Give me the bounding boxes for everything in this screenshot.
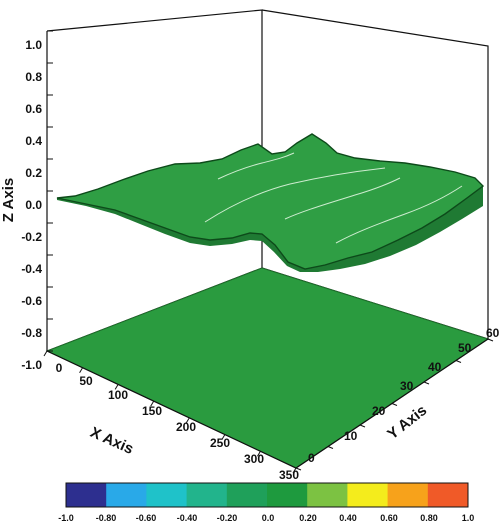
colorbar-tick-label: 1.0 [462, 513, 475, 523]
z-axis-label: Z Axis [0, 178, 17, 222]
colorbar-tick-label: 0.20 [299, 513, 317, 523]
z-tick-label: 0.0 [25, 198, 42, 212]
surface-top [56, 133, 485, 270]
x-tick-mark [43, 350, 48, 357]
surface-contours [204, 152, 463, 244]
z-tick-label: -1.0 [21, 358, 42, 372]
y-tick-label: 10 [344, 429, 358, 443]
colorbar-segment [427, 483, 469, 507]
colorbar-segment [66, 483, 107, 507]
colorbar-segment [267, 483, 308, 507]
colorbar-tick-label: -0.80 [96, 513, 117, 523]
x-tick-label: 150 [142, 404, 162, 418]
z-tick-label: 0.2 [25, 166, 42, 180]
colorbar-tick-label: 0.80 [420, 513, 438, 523]
colorbar-segment [387, 483, 429, 507]
y-tick-labels: 0 10 20 30 40 50 60 [308, 326, 500, 465]
y-tick-label: 40 [428, 360, 442, 374]
x-tick-label: 350 [279, 468, 299, 482]
y-tick-mark [391, 403, 398, 406]
z-tick-label: 0.8 [25, 70, 42, 84]
colorbar-tick-label: -0.40 [177, 513, 198, 523]
y-tick-label: 30 [400, 379, 414, 393]
x-tick-mark [114, 384, 119, 390]
colorbar-tick-label: -1.0 [58, 513, 74, 523]
y-tick-label: 20 [372, 404, 386, 418]
z-tick-label: -0.4 [21, 262, 42, 276]
z-tick-label: 0.4 [25, 134, 42, 148]
colorbar-segment [186, 483, 228, 507]
z-tick-label: 0.6 [25, 102, 42, 116]
y-tick-label: 60 [486, 326, 500, 340]
colorbar-frame [65, 482, 469, 508]
z-tick-label: -0.6 [21, 294, 42, 308]
x-tick-labels: 0 50 100 150 200 250 300 350 [56, 361, 300, 482]
y-tick-mark [327, 446, 334, 449]
x-tick-mark [185, 417, 190, 424]
colorbar-tick-labels: -1.0 -0.80 -0.60 -0.40 -0.20 0.0 0.20 0.… [58, 513, 474, 523]
z-tick-marks [47, 30, 53, 352]
y-tick-mark [423, 381, 430, 385]
z-tick-label: -0.2 [21, 230, 42, 244]
y-tick-mark [295, 467, 302, 471]
x-tick-marks [43, 350, 297, 474]
y-tick-mark [487, 338, 494, 342]
colorbar-tick-label: 0.60 [380, 513, 398, 523]
colorbar-tick-label: 0.40 [339, 513, 357, 523]
y-tick-label: 50 [458, 341, 472, 355]
x-tick-label: 50 [79, 374, 93, 388]
x-tick-mark [79, 367, 84, 373]
colorbar-segment [146, 483, 188, 507]
contour-line [217, 152, 295, 180]
y-tick-label: 0 [308, 451, 315, 465]
colorbar-segment [226, 483, 268, 507]
x-tick-label: 200 [176, 420, 196, 434]
x-tick-label: 100 [108, 388, 128, 402]
colorbar-tick-label: -0.20 [217, 513, 238, 523]
y-axis-label: Y Axis [384, 402, 430, 443]
x-tick-label: 300 [244, 452, 264, 466]
colorbar-segment [106, 483, 147, 507]
contour-line [204, 167, 386, 223]
colorbar [65, 482, 469, 508]
z-tick-labels: 1.0 0.8 0.6 0.4 0.2 0.0 -0.2 -0.4 -0.6 -… [21, 38, 42, 372]
z-tick-label: 1.0 [25, 38, 42, 52]
x-tick-label: 250 [210, 436, 230, 450]
x-tick-mark [221, 434, 226, 440]
x-tick-mark [150, 400, 155, 407]
x-tick-label: 0 [56, 361, 63, 375]
y-tick-mark [359, 424, 366, 428]
colorbar-segment [307, 483, 348, 507]
y-tick-mark [455, 360, 462, 363]
contour-line [284, 177, 401, 220]
z-tick-label: -0.8 [21, 326, 42, 340]
colorbar-tick-label: 0.0 [262, 513, 275, 523]
contour-line [335, 185, 463, 244]
colorbar-segment [347, 483, 389, 507]
surface [56, 133, 485, 272]
x-tick-mark [256, 451, 261, 457]
x-axis-label: X Axis [88, 424, 136, 458]
colorbar-tick-label: -0.60 [136, 513, 157, 523]
y-tick-marks [295, 338, 494, 471]
x-tick-mark [292, 467, 297, 474]
